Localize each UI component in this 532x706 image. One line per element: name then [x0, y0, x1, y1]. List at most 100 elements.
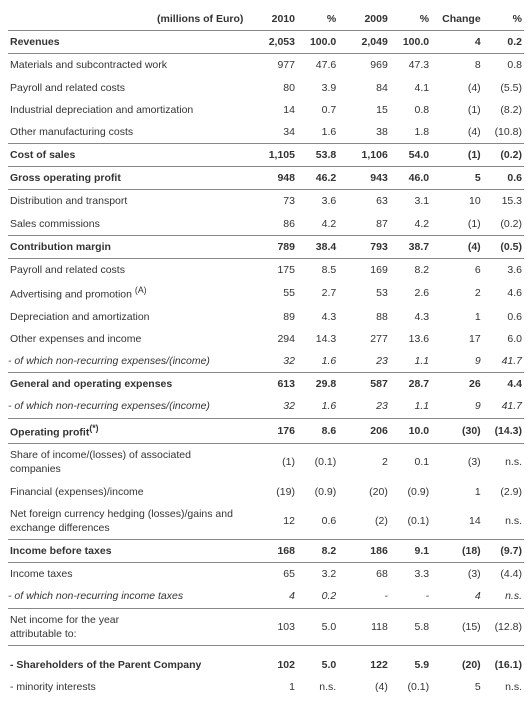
cell-value: 2.7 [297, 281, 338, 306]
table-row: Cost of sales1,10553.81,10654.0(1)(0.2) [8, 144, 524, 167]
cell-value: 10.0 [390, 418, 431, 444]
cell-value: 65 [245, 563, 297, 586]
cell-value: 4.2 [297, 213, 338, 236]
cell-value: 84 [338, 77, 390, 99]
row-label: - of which non-recurring expenses/(incom… [8, 350, 245, 373]
cell-value: 1 [431, 306, 483, 328]
column-header: % [483, 8, 524, 31]
income-statement-table: (millions of Euro)2010%2009%Change%Reven… [8, 8, 524, 698]
cell-value: 969 [338, 54, 390, 77]
cell-value: 0.6 [297, 503, 338, 540]
cell-value: (18) [431, 540, 483, 563]
cell-value: 176 [245, 418, 297, 444]
row-label: Distribution and transport [8, 190, 245, 213]
cell-value: 4 [245, 585, 297, 608]
cell-value: 4.3 [390, 306, 431, 328]
row-label: Payroll and related costs [8, 77, 245, 99]
cell-value: (4.4) [483, 563, 524, 586]
cell-value: 793 [338, 235, 390, 258]
row-label: Advertising and promotion (A) [8, 281, 245, 306]
table-row: Other expenses and income29414.327713.61… [8, 328, 524, 350]
cell-value: 15 [338, 99, 390, 121]
row-label: Share of income/(losses) of associated c… [8, 444, 245, 481]
cell-value: (4) [431, 121, 483, 144]
cell-value: 6 [431, 258, 483, 281]
cell-value: 63 [338, 190, 390, 213]
cell-value: 1 [245, 676, 297, 698]
cell-value: 2,049 [338, 31, 390, 54]
row-label: Income taxes [8, 563, 245, 586]
cell-value: n.s. [297, 676, 338, 698]
table-row: Financial (expenses)/income(19)(0.9)(20)… [8, 481, 524, 503]
cell-value: 12 [245, 503, 297, 540]
cell-value [338, 645, 390, 654]
cell-value: (1) [245, 444, 297, 481]
cell-value: 10 [431, 190, 483, 213]
table-row: Income taxes653.2683.3(3)(4.4) [8, 563, 524, 586]
table-row: Distribution and transport733.6633.11015… [8, 190, 524, 213]
cell-value: 102 [245, 654, 297, 676]
cell-value: 47.3 [390, 54, 431, 77]
cell-value: 3.6 [483, 258, 524, 281]
cell-value: 8.2 [297, 540, 338, 563]
cell-value: (5.5) [483, 77, 524, 99]
table-row: Revenues2,053100.02,049100.040.2 [8, 31, 524, 54]
table-row [8, 645, 524, 654]
table-row: - of which non-recurring expenses/(incom… [8, 395, 524, 418]
cell-value: 948 [245, 167, 297, 190]
row-label: Sales commissions [8, 213, 245, 236]
cell-value: 28.7 [390, 373, 431, 396]
cell-value [483, 645, 524, 654]
cell-value: 8.2 [390, 258, 431, 281]
cell-value: 32 [245, 350, 297, 373]
cell-value: 3.6 [297, 190, 338, 213]
cell-value: 80 [245, 77, 297, 99]
cell-value: 943 [338, 167, 390, 190]
column-header: % [297, 8, 338, 31]
cell-value: 1,105 [245, 144, 297, 167]
table-row: Sales commissions864.2874.2(1)(0.2) [8, 213, 524, 236]
cell-value: 14.3 [297, 328, 338, 350]
cell-value: 26 [431, 373, 483, 396]
row-label: - of which non-recurring expenses/(incom… [8, 395, 245, 418]
cell-value: (14.3) [483, 418, 524, 444]
cell-value: n.s. [483, 585, 524, 608]
cell-value: 4.4 [483, 373, 524, 396]
cell-value: (3) [431, 444, 483, 481]
cell-value: 169 [338, 258, 390, 281]
cell-value: (10.8) [483, 121, 524, 144]
cell-value: (0.5) [483, 235, 524, 258]
table-row: Net foreign currency hedging (losses)/ga… [8, 503, 524, 540]
table-row: Share of income/(losses) of associated c… [8, 444, 524, 481]
cell-value: 38 [338, 121, 390, 144]
row-label: Payroll and related costs [8, 258, 245, 281]
cell-value: 3.3 [390, 563, 431, 586]
cell-value: 15.3 [483, 190, 524, 213]
cell-value: 34 [245, 121, 297, 144]
row-label: Financial (expenses)/income [8, 481, 245, 503]
cell-value: 2,053 [245, 31, 297, 54]
table-row: Gross operating profit94846.294346.050.6 [8, 167, 524, 190]
cell-value: (0.1) [390, 676, 431, 698]
cell-value: 55 [245, 281, 297, 306]
cell-value: 32 [245, 395, 297, 418]
cell-value: 4 [431, 31, 483, 54]
table-row: - of which non-recurring income taxes40.… [8, 585, 524, 608]
cell-value: 5 [431, 676, 483, 698]
cell-value: 168 [245, 540, 297, 563]
cell-value: 1.6 [297, 350, 338, 373]
column-header: 2009 [338, 8, 390, 31]
cell-value: (0.1) [390, 503, 431, 540]
table-row: Income before taxes1688.21869.1(18)(9.7) [8, 540, 524, 563]
cell-value: (30) [431, 418, 483, 444]
cell-value: 8.5 [297, 258, 338, 281]
cell-value: n.s. [483, 676, 524, 698]
cell-value: (0.9) [297, 481, 338, 503]
cell-value: 0.8 [483, 54, 524, 77]
cell-value: 4.3 [297, 306, 338, 328]
cell-value: 1.6 [297, 395, 338, 418]
cell-value: (1) [431, 144, 483, 167]
row-label: - of which non-recurring income taxes [8, 585, 245, 608]
cell-value: 0.8 [390, 99, 431, 121]
cell-value: (0.2) [483, 144, 524, 167]
